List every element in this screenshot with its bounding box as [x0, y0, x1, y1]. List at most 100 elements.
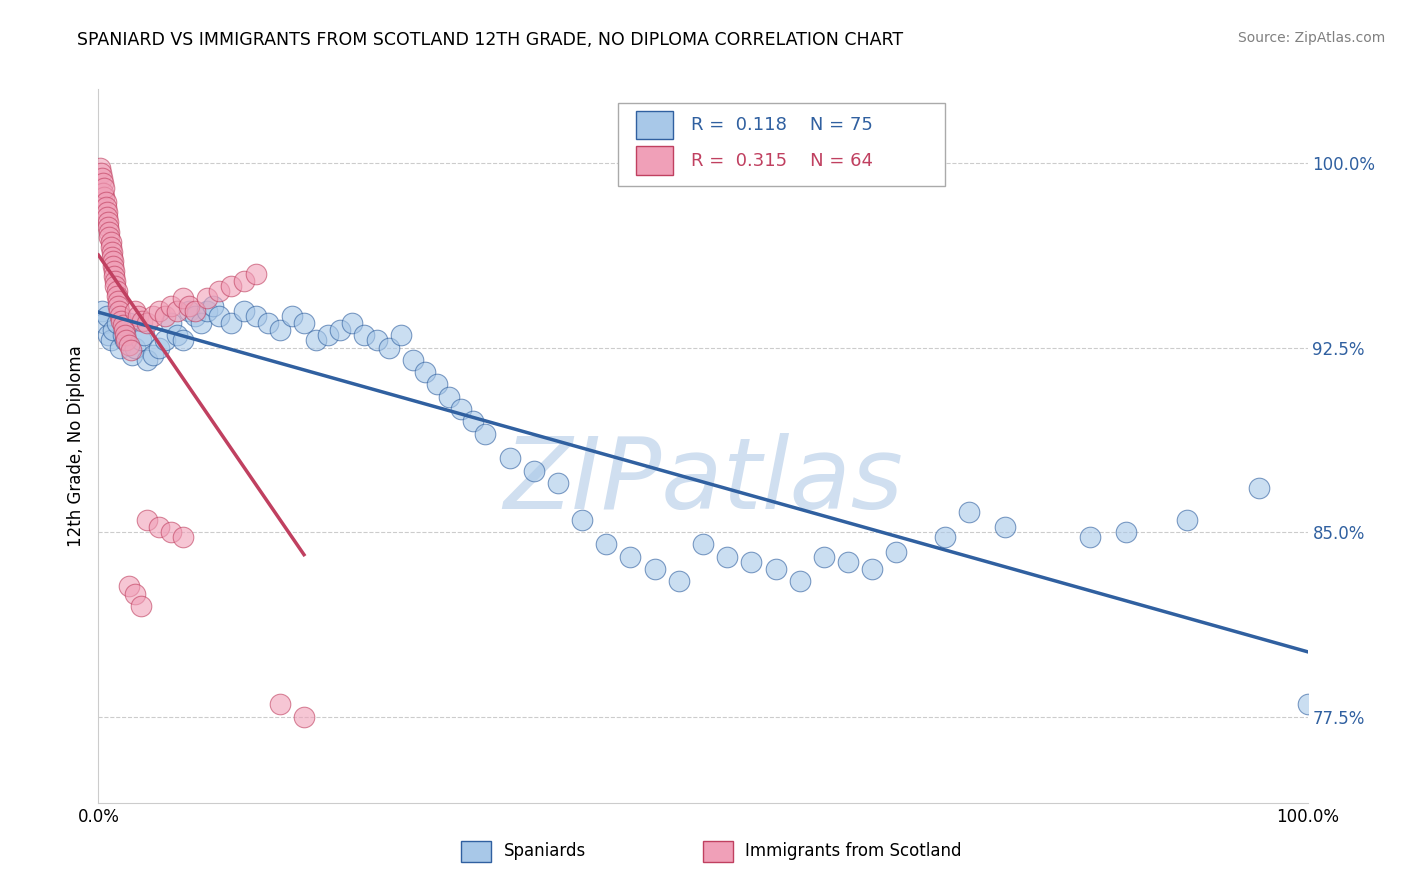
Point: [135, 352, 157, 367]
Point: [232, 274, 254, 288]
Point: [160, 316, 183, 330]
Point: [94, 200, 117, 214]
Point: [131, 313, 153, 327]
Point: [101, 254, 124, 268]
Point: [94, 195, 117, 210]
Point: [96, 210, 118, 224]
Point: [148, 303, 170, 318]
Point: [245, 267, 267, 281]
Point: [105, 289, 128, 303]
Point: [886, 545, 908, 559]
Point: [837, 555, 859, 569]
Bar: [637, 146, 672, 175]
Point: [135, 316, 157, 330]
Point: [91, 170, 114, 185]
Point: [292, 316, 315, 330]
Point: [450, 402, 472, 417]
Point: [104, 274, 127, 288]
Point: [716, 549, 738, 564]
Point: [668, 574, 690, 589]
Text: Spaniards: Spaniards: [503, 842, 586, 860]
Point: [142, 348, 165, 362]
Point: [108, 309, 131, 323]
Point: [110, 313, 132, 327]
Point: [377, 341, 399, 355]
Point: [105, 284, 128, 298]
Point: [124, 341, 146, 355]
Y-axis label: 12th Grade, No Diploma: 12th Grade, No Diploma: [66, 345, 84, 547]
Point: [1296, 698, 1319, 712]
Text: ZIPatlas: ZIPatlas: [503, 434, 903, 530]
Point: [571, 513, 593, 527]
Point: [195, 303, 218, 318]
Bar: [637, 111, 672, 139]
Point: [93, 190, 115, 204]
Point: [107, 299, 129, 313]
Point: [172, 530, 194, 544]
Text: SPANIARD VS IMMIGRANTS FROM SCOTLAND 12TH GRADE, NO DIPLOMA CORRELATION CHART: SPANIARD VS IMMIGRANTS FROM SCOTLAND 12T…: [77, 31, 904, 49]
Point: [89, 161, 111, 175]
Bar: [461, 840, 492, 862]
Point: [160, 525, 183, 540]
Point: [179, 299, 201, 313]
Point: [93, 316, 115, 330]
Point: [100, 333, 122, 347]
Point: [120, 343, 142, 357]
Point: [118, 579, 141, 593]
Point: [281, 309, 304, 323]
Point: [153, 309, 176, 323]
Point: [104, 279, 127, 293]
Text: R =  0.118    N = 75: R = 0.118 N = 75: [690, 116, 873, 134]
Point: [208, 309, 231, 323]
Point: [135, 513, 157, 527]
Point: [121, 348, 143, 362]
Point: [166, 328, 188, 343]
Point: [619, 549, 641, 564]
Point: [256, 316, 278, 330]
Point: [100, 244, 122, 259]
Point: [1249, 481, 1271, 495]
Point: [91, 186, 114, 200]
Point: [118, 316, 141, 330]
Point: [172, 291, 194, 305]
Point: [184, 309, 207, 323]
Point: [114, 328, 136, 343]
Point: [114, 333, 136, 347]
Point: [305, 333, 328, 347]
Point: [190, 316, 212, 330]
Point: [98, 230, 121, 244]
Point: [292, 709, 315, 723]
Point: [112, 323, 135, 337]
Point: [96, 205, 118, 219]
Point: [316, 328, 339, 343]
Point: [101, 260, 124, 274]
Point: [1175, 513, 1198, 527]
Point: [97, 219, 120, 234]
Point: [269, 323, 291, 337]
Point: [389, 328, 412, 343]
Point: [90, 166, 112, 180]
Point: [474, 426, 496, 441]
Point: [232, 303, 254, 318]
Point: [463, 414, 485, 428]
Point: [366, 333, 388, 347]
Point: [957, 505, 980, 519]
Point: [179, 303, 201, 318]
Point: [91, 176, 114, 190]
Point: [166, 303, 188, 318]
Point: [353, 328, 375, 343]
Point: [1115, 525, 1137, 540]
Point: [98, 225, 121, 239]
Point: [426, 377, 449, 392]
Point: [142, 309, 165, 323]
Point: [101, 323, 124, 337]
Point: [105, 316, 128, 330]
Text: Immigrants from Scotland: Immigrants from Scotland: [745, 842, 962, 860]
Point: [184, 303, 207, 318]
Point: [498, 451, 520, 466]
Point: [523, 464, 546, 478]
Point: [860, 562, 883, 576]
Point: [93, 180, 115, 194]
Point: [111, 328, 134, 343]
Bar: [619, 103, 945, 186]
